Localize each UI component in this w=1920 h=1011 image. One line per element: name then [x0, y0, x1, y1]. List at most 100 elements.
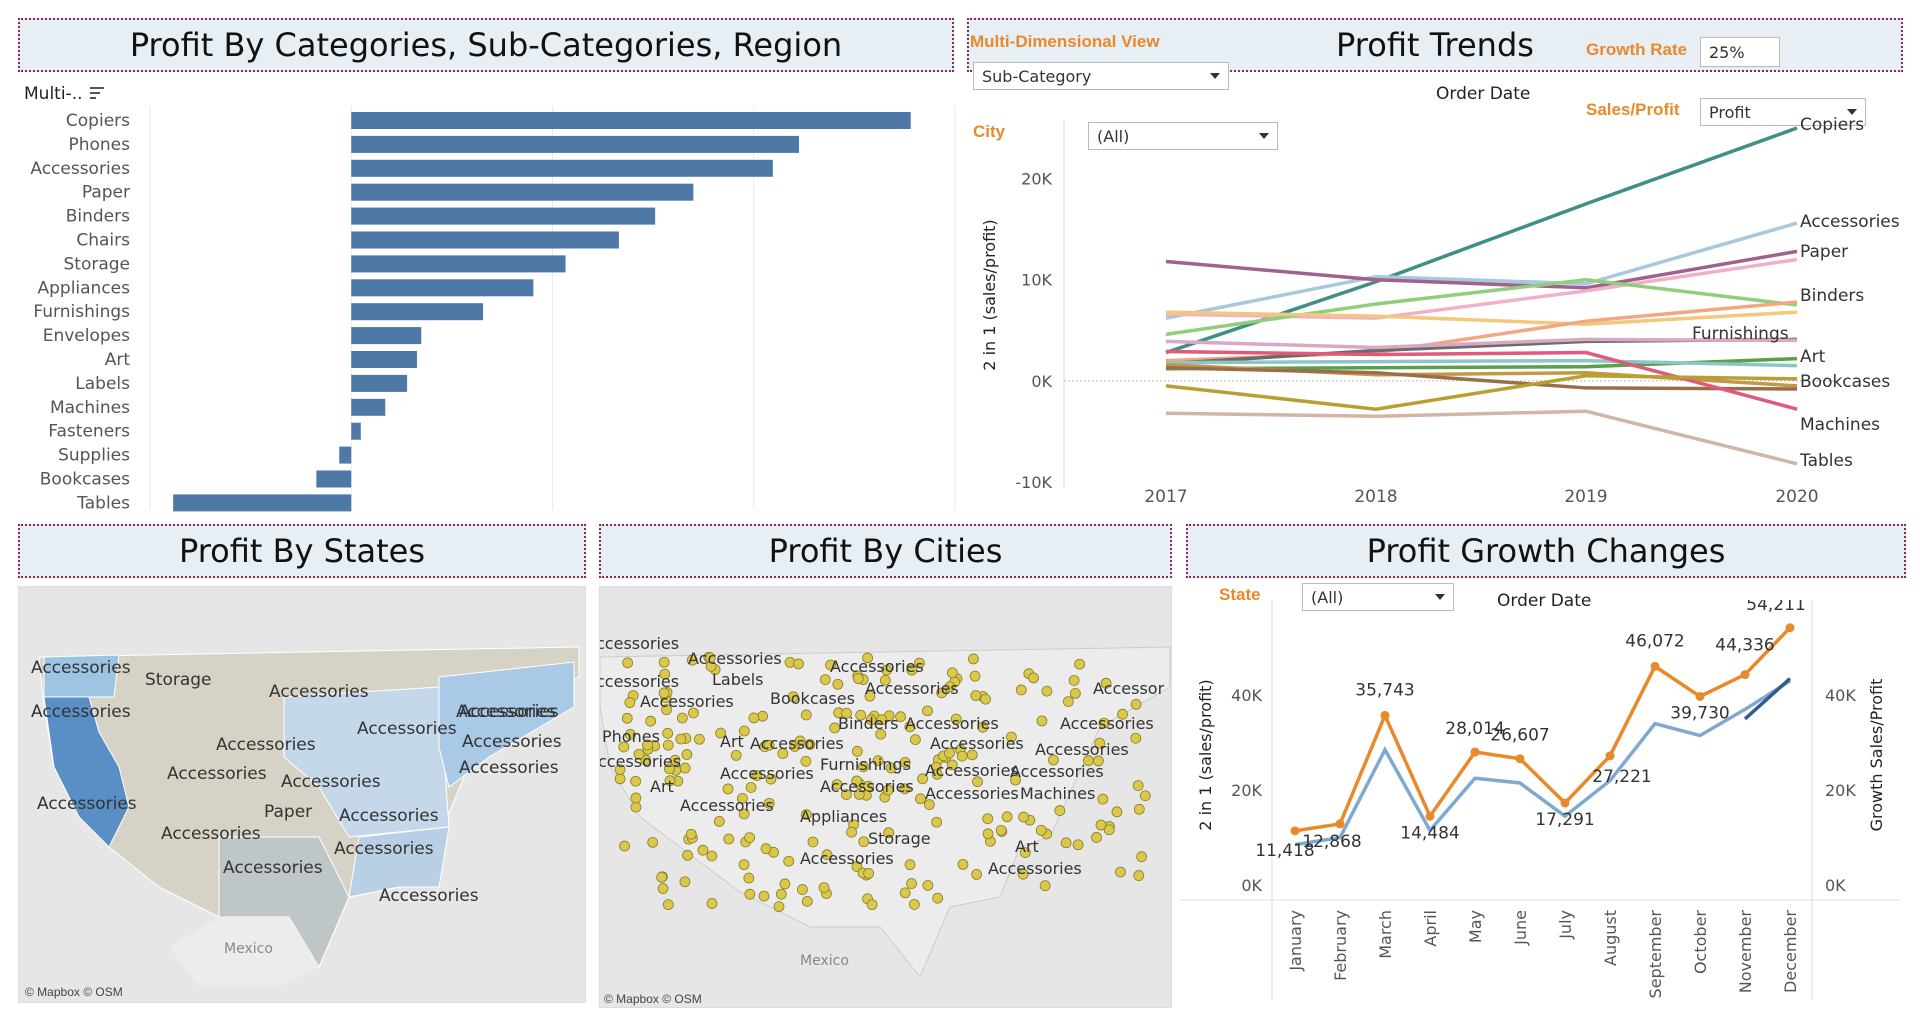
city-dot: [633, 748, 645, 760]
data-point: [1380, 710, 1390, 720]
category-label: Fasteners: [48, 422, 130, 442]
state-label: Accessories: [31, 702, 131, 722]
series-line: [1294, 626, 1792, 833]
city-dot: [862, 652, 874, 664]
city-dot: [757, 710, 768, 722]
category-label: Envelopes: [43, 326, 130, 346]
data-point: [1740, 670, 1750, 680]
state-dropdown[interactable]: (All): [1302, 583, 1454, 611]
state-label: Accessories: [223, 858, 323, 878]
data-point: [1290, 826, 1300, 836]
categories-panel-title: Profit By Categories, Sub-Categories, Re…: [18, 18, 954, 72]
city-dot: [738, 808, 750, 820]
data-label: 11,418: [1255, 841, 1314, 861]
city-value: (All): [1097, 126, 1130, 146]
city-label: Accessories: [925, 784, 1019, 803]
bar: [351, 422, 361, 440]
sales-profit-dropdown[interactable]: Profit: [1700, 98, 1866, 126]
city-dropdown[interactable]: (All): [1088, 122, 1278, 150]
bar: [351, 112, 911, 129]
city-dot: [793, 658, 804, 670]
city-dot: [885, 762, 897, 774]
series-line: [1165, 221, 1798, 320]
city-dot: [832, 678, 844, 690]
bar: [351, 255, 566, 273]
city-dot: [881, 664, 893, 676]
city-dot: [1111, 806, 1123, 818]
city-dot: [1028, 672, 1039, 684]
series-label: Machines: [1800, 415, 1880, 435]
city-dot: [1054, 805, 1066, 816]
city-dot: [851, 745, 863, 757]
city-dot: [1091, 832, 1102, 843]
city-dot: [1068, 675, 1080, 686]
city-dot: [1098, 717, 1110, 729]
y-tick-label: 10K: [1021, 271, 1052, 290]
city-dot: [775, 888, 787, 900]
multi-label[interactable]: Multi-..: [24, 84, 83, 104]
city-dot: [855, 709, 867, 721]
data-label: 44,336: [1715, 636, 1774, 656]
city-label: ccessories: [600, 752, 681, 771]
growth-panel-title: Profit Growth Changes: [1186, 524, 1906, 578]
states-map[interactable]: Accessories Storage Accessories Accessories…: [18, 586, 586, 1003]
growth-order-date-label: Order Date: [1497, 591, 1592, 611]
city-label: Accessories: [930, 734, 1024, 753]
category-label: Furnishings: [33, 302, 130, 322]
city-dot: [1006, 731, 1017, 743]
city-dot: [642, 739, 653, 751]
state-label: Accessories: [379, 886, 479, 906]
sort-icon[interactable]: [90, 86, 106, 100]
city-dot: [688, 707, 699, 719]
series-line: [1165, 409, 1798, 466]
city-dot: [1133, 870, 1145, 881]
data-point: [1785, 623, 1795, 633]
series-line: [1165, 257, 1798, 320]
city-dot: [681, 749, 693, 760]
growth-rate-value: 25%: [1709, 42, 1745, 62]
city-dot: [957, 858, 969, 870]
series-line: [1165, 374, 1798, 411]
city-dot: [852, 673, 864, 684]
city-label: Accessories: [1010, 762, 1104, 781]
city-dot: [906, 664, 918, 676]
state-label: Accessories: [456, 702, 556, 722]
series-line: [1165, 365, 1798, 391]
bar: [316, 470, 352, 488]
x-tick-label: 2018: [1354, 487, 1397, 507]
city-dot: [661, 704, 672, 716]
city-dot: [1132, 780, 1144, 792]
city-dot: [657, 883, 669, 894]
growth-rate-input[interactable]: 25%: [1700, 37, 1780, 67]
data-label: 46,072: [1625, 631, 1684, 651]
city-dot: [1060, 837, 1072, 849]
cities-map[interactable]: ccessories Accessories Accessories ccessori…: [599, 586, 1172, 1008]
city-dot: [863, 780, 874, 792]
city-dot: [679, 876, 691, 888]
y-tick-label: 20K: [1231, 781, 1262, 800]
bar: [351, 351, 417, 368]
city-dot: [858, 836, 870, 848]
city-label: Accessories: [905, 714, 999, 733]
city-dot: [1115, 866, 1126, 878]
city-dot: [1035, 824, 1047, 836]
city-dot: [1010, 774, 1021, 786]
city-dot: [662, 899, 674, 911]
city-dot: [783, 855, 795, 867]
category-label: Chairs: [76, 231, 130, 251]
city-dot: [765, 773, 777, 785]
city-dot: [932, 892, 944, 904]
city-dot: [1074, 658, 1085, 670]
category-label: Accessories: [30, 159, 130, 179]
city-dot: [621, 712, 633, 724]
profit-trends-line-chart: 20K 10K 0K -10K 2017 2018 2019 2020 2 in 1 (sale…: [980, 115, 1900, 507]
city-dot: [1094, 737, 1106, 749]
multidim-dropdown[interactable]: Sub-Category: [973, 62, 1229, 90]
city-dot: [706, 850, 718, 862]
data-label: 28,014: [1445, 719, 1504, 739]
city-dot: [1133, 803, 1145, 815]
states-panel-title: Profit By States: [18, 524, 586, 578]
x-tick-label: 2019: [1564, 487, 1607, 507]
city-dot: [977, 721, 989, 733]
mexico-label: Mexico: [800, 953, 849, 969]
